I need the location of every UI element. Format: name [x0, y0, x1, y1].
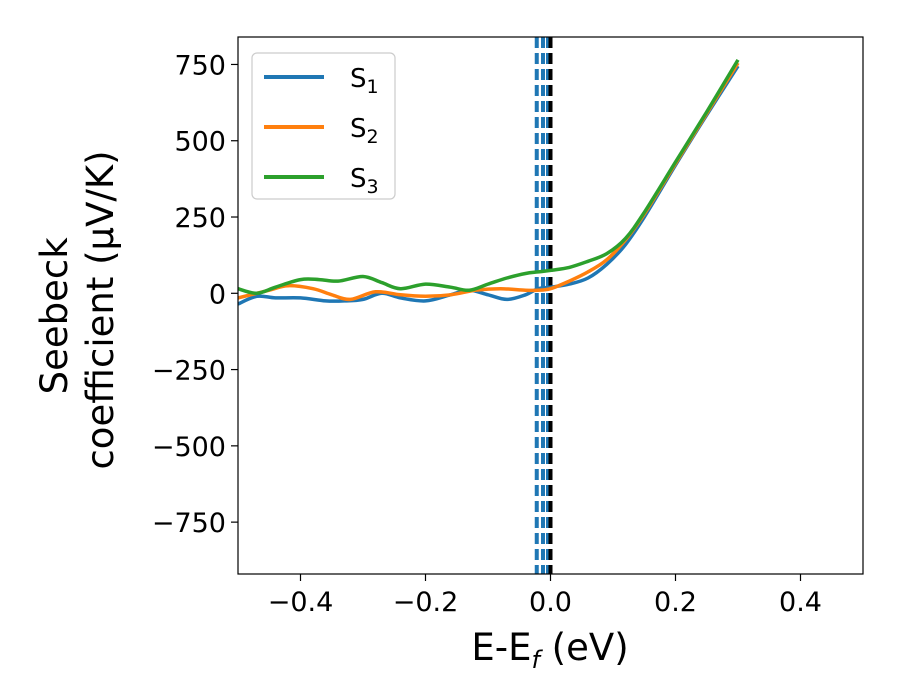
- legend-label-3: S3: [350, 164, 379, 198]
- x-axis-title-unit: (eV): [540, 626, 629, 669]
- y-tick-label: 250: [174, 203, 226, 234]
- y-axis: 750 500 250 0 −250 −500 −750: [152, 50, 238, 539]
- y-tick-label: 0: [209, 279, 226, 310]
- x-tick-label: −0.2: [393, 587, 459, 618]
- legend-label-2: S2: [350, 114, 379, 148]
- y-tick-label: 750: [174, 50, 226, 81]
- x-axis-title: E-Ef (eV): [471, 626, 628, 674]
- series-line-3: [238, 58, 740, 296]
- x-axis: −0.4 −0.2 0.0 0.2 0.4: [268, 574, 822, 618]
- y-tick-label: −750: [152, 508, 226, 539]
- y-axis-title: Seebeck coefficient (μV/K): [33, 150, 122, 469]
- y-axis-title-line2: coefficient (μV/K): [79, 150, 122, 469]
- series-lines: [238, 58, 740, 306]
- series-line-1: [238, 65, 740, 306]
- y-tick-label: −250: [152, 356, 226, 387]
- x-tick-label: 0.2: [654, 587, 697, 618]
- legend-label-1: S1: [350, 64, 379, 98]
- x-tick-label: 0.0: [529, 587, 572, 618]
- x-tick-label: −0.4: [268, 587, 334, 618]
- y-axis-title-line1: Seebeck: [33, 237, 76, 395]
- legend: S1 S2 S3: [251, 52, 396, 200]
- y-tick-label: 500: [174, 127, 226, 158]
- x-axis-title-main: E-E: [471, 626, 531, 669]
- x-tick-label: 0.4: [779, 587, 822, 618]
- y-tick-label: −500: [152, 432, 226, 463]
- reference-lines: [534, 37, 553, 574]
